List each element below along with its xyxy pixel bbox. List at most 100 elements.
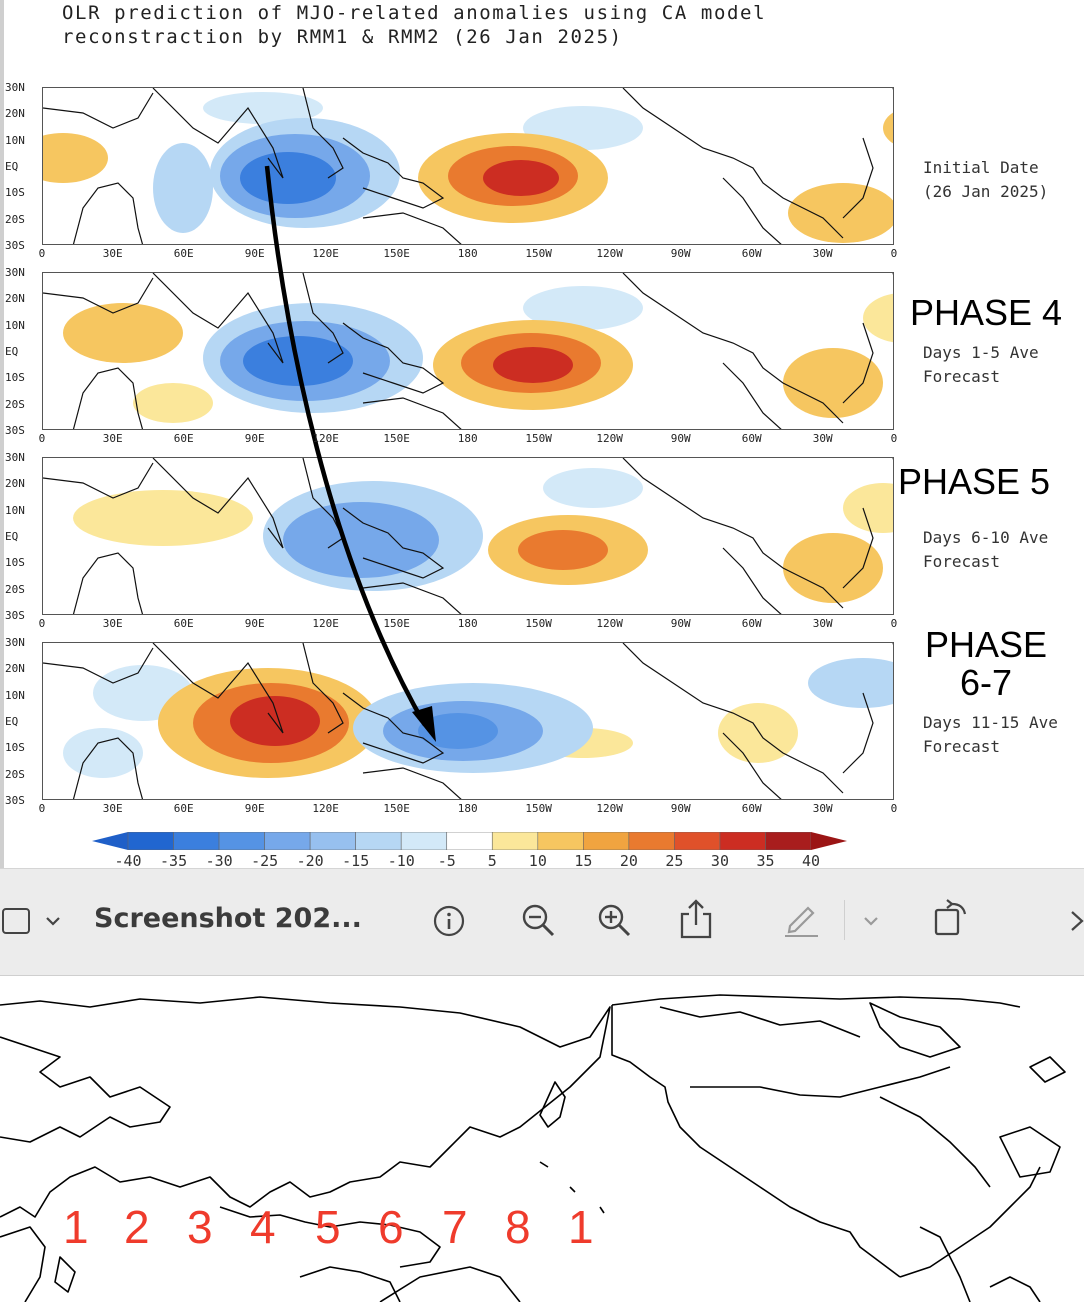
latitude-label: EQ xyxy=(5,160,19,173)
info-icon[interactable] xyxy=(432,904,466,938)
anomaly-region xyxy=(418,713,498,749)
longitude-label: 30W xyxy=(812,432,833,445)
document-title[interactable]: Screenshot 202... xyxy=(94,903,362,934)
longitude-label: 120E xyxy=(312,247,339,260)
phase-number: 1 xyxy=(63,1201,89,1253)
longitude-label: 150E xyxy=(383,432,410,445)
longitude-label: 90W xyxy=(670,247,691,260)
colorbar-swatch xyxy=(719,832,766,850)
longitude-label: 30E xyxy=(102,802,123,815)
panel-desc-days-1-5: Days 1-5 Ave Forecast xyxy=(923,343,1039,386)
colorbar-tick-label: -35 xyxy=(160,852,188,870)
latitude-label: 20S xyxy=(5,397,25,411)
colorbar-tick-label: -30 xyxy=(205,852,233,870)
longitude-label: 90E xyxy=(244,802,265,815)
latitude-label: 30N xyxy=(5,266,25,279)
colorbar xyxy=(92,832,847,850)
latitude-label: 10N xyxy=(5,503,25,517)
latitude-label: 20S xyxy=(5,767,25,781)
chevron-right-icon[interactable] xyxy=(1068,908,1084,934)
longitude-label: 60E xyxy=(173,247,194,260)
latitude-label: 10S xyxy=(5,186,25,200)
longitude-label: 180 xyxy=(457,617,478,630)
colorbar-tick-label: 35 xyxy=(756,852,775,870)
latitude-label: EQ xyxy=(5,530,19,543)
chevron-down-icon[interactable] xyxy=(44,912,62,930)
longitude-label: 120E xyxy=(312,617,339,630)
olr-anomaly-field xyxy=(43,273,893,429)
colorbar-tick-label: 5 xyxy=(487,852,497,870)
latitude-label: 30N xyxy=(5,81,25,94)
phase-6-7-label: PHASE 6-7 xyxy=(924,624,1048,703)
longitude-label: 120W xyxy=(596,802,623,815)
colorbar-tick-label: 30 xyxy=(710,852,729,870)
olr-map-panel-3 xyxy=(42,457,894,615)
colorbar-swatch xyxy=(127,832,174,850)
longitude-label: 0 xyxy=(890,432,898,445)
longitude-label: 180 xyxy=(457,802,478,815)
colorbar-swatch xyxy=(264,832,311,850)
coastlines xyxy=(43,273,893,429)
share-icon[interactable] xyxy=(678,898,714,940)
anomaly-region xyxy=(543,468,643,508)
chevron-down-icon[interactable] xyxy=(862,912,880,930)
colorbar-swatch xyxy=(674,832,721,850)
latitude-label: 10N xyxy=(5,318,25,332)
colorbar-tick-label: 15 xyxy=(574,852,593,870)
phase-number: 2 xyxy=(124,1201,150,1253)
anomaly-region xyxy=(518,530,608,570)
zoom-out-icon[interactable] xyxy=(520,902,558,940)
anomaly-region xyxy=(153,143,213,233)
anomaly-region xyxy=(493,347,573,383)
longitude-label: 180 xyxy=(457,247,478,260)
longitude-label: 90E xyxy=(244,247,265,260)
latitude-label: 20S xyxy=(5,212,25,226)
longitude-label: 90W xyxy=(670,617,691,630)
colorbar-tick-label: -40 xyxy=(114,852,142,870)
latitude-label: 20S xyxy=(5,582,25,596)
longitude-label: 180 xyxy=(457,432,478,445)
colorbar-swatch xyxy=(173,832,220,850)
colorbar-tick-label: -20 xyxy=(296,852,324,870)
longitude-label: 60E xyxy=(173,802,194,815)
colorbar-negative-end xyxy=(92,832,128,850)
olr-map-panel-1 xyxy=(42,87,894,245)
latitude-label: 30N xyxy=(5,451,25,464)
anomaly-region xyxy=(808,658,893,708)
longitude-label: 120E xyxy=(312,432,339,445)
latitude-label: 20N xyxy=(5,477,25,491)
longitude-label: 120W xyxy=(596,247,623,260)
longitude-label: 30W xyxy=(812,617,833,630)
longitude-label: 150W xyxy=(525,802,552,815)
anomaly-region xyxy=(783,533,883,603)
longitude-label: 0 xyxy=(890,802,898,815)
anomaly-region xyxy=(883,112,893,144)
longitude-label: 90W xyxy=(670,802,691,815)
anomaly-region xyxy=(63,303,183,363)
coastlines xyxy=(43,643,893,799)
anomaly-region xyxy=(230,696,320,746)
rotate-icon[interactable] xyxy=(932,898,972,938)
longitude-label: 30E xyxy=(102,617,123,630)
latitude-label: 20N xyxy=(5,662,25,676)
longitude-label: 60W xyxy=(741,432,762,445)
anomaly-region xyxy=(240,152,336,204)
longitude-label: 0 xyxy=(38,802,46,815)
longitude-label: 30W xyxy=(812,802,833,815)
phase-number: 1 xyxy=(568,1201,594,1253)
phase-number: 8 xyxy=(505,1201,531,1253)
anomaly-region xyxy=(788,183,893,243)
colorbar-tick-label: -15 xyxy=(342,852,370,870)
zoom-in-icon[interactable] xyxy=(596,902,634,940)
sidebar-icon[interactable] xyxy=(2,906,32,936)
phase-number: 3 xyxy=(187,1201,213,1253)
markup-pen-icon[interactable] xyxy=(782,900,820,938)
olr-map-panel-2 xyxy=(42,272,894,430)
phase-number: 6 xyxy=(378,1201,404,1253)
latitude-label: 30S xyxy=(5,609,25,622)
colorbar-swatch xyxy=(218,832,265,850)
longitude-label: 120W xyxy=(596,617,623,630)
colorbar-swatch xyxy=(583,832,630,850)
anomaly-region xyxy=(283,502,439,578)
colorbar-tick-label: 10 xyxy=(528,852,547,870)
